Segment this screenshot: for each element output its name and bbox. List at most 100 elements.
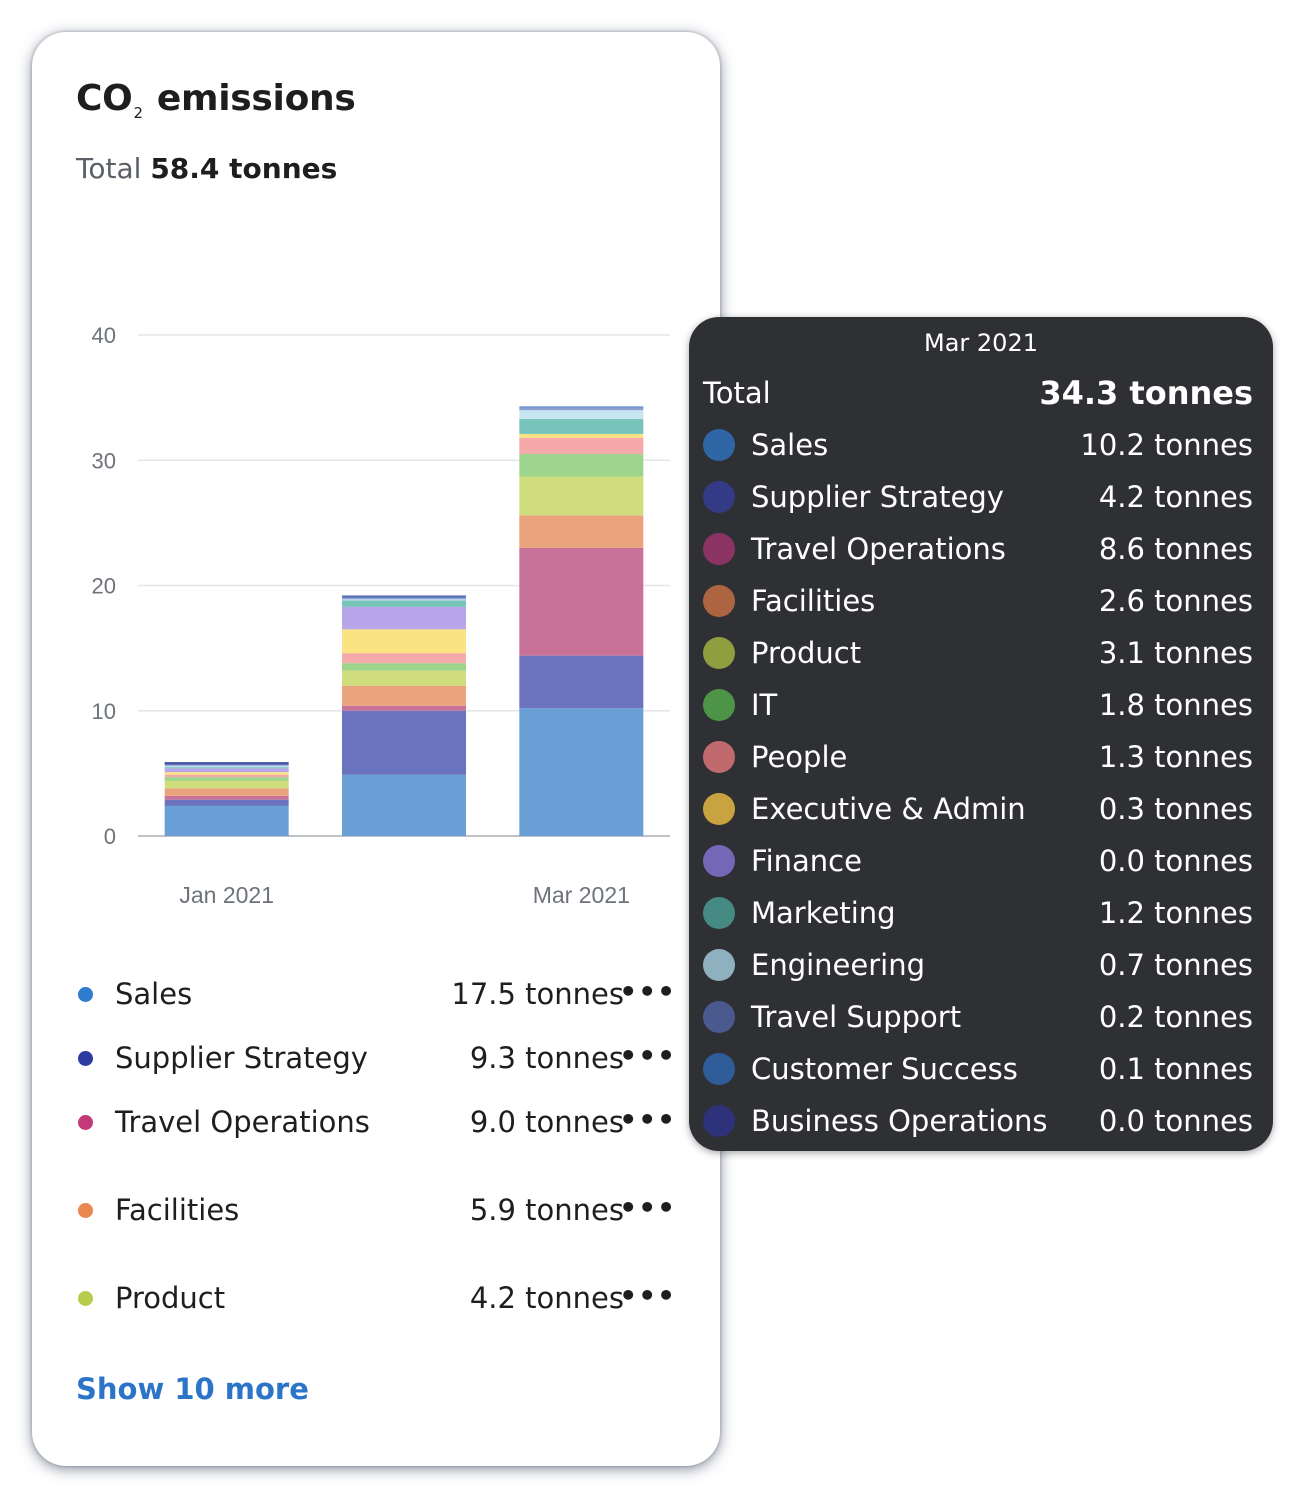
tooltip-color-dot — [703, 793, 735, 825]
legend-color-dot — [78, 1115, 93, 1130]
tooltip-row-value: 4.2 tonnes — [1098, 480, 1253, 514]
stacked-bar-chart: 0 10 20 30 40 Jan 2021 Mar 2021 — [92, 323, 670, 908]
bar-segment[interactable] — [164, 764, 289, 766]
tooltip-color-dot — [703, 1053, 735, 1085]
tooltip-row: Finance 0.0 tonnes — [703, 839, 1253, 883]
bars-layer — [164, 406, 644, 836]
legend-item[interactable]: Supplier Strategy 9.3 tonnes ••• — [76, 1036, 676, 1080]
labels-layer: 0 10 20 30 40 Jan 2021 Mar 2021 — [92, 323, 630, 908]
tooltip-row: Travel Support 0.2 tonnes — [703, 995, 1253, 1039]
y-tick-label: 30 — [92, 448, 116, 473]
bar-segment[interactable] — [164, 805, 289, 836]
tooltip-row-label: Product — [751, 636, 862, 670]
y-tick-label: 10 — [92, 699, 116, 724]
y-tick-label: 20 — [92, 574, 116, 599]
legend-item[interactable]: Travel Operations 9.0 tonnes ••• — [76, 1100, 676, 1144]
bar-segment[interactable] — [519, 655, 644, 709]
legend-value: 9.0 tonnes — [469, 1105, 624, 1139]
bar-segment[interactable] — [164, 788, 289, 796]
tooltip-row-value: 0.7 tonnes — [1098, 948, 1253, 982]
bar-segment[interactable] — [342, 710, 466, 775]
card-title: CO2 emissions — [76, 78, 356, 122]
tooltip-color-dot — [703, 1105, 735, 1137]
bar-segment[interactable] — [519, 418, 644, 434]
bar-segment[interactable] — [519, 406, 644, 408]
tooltip-row-label: Engineering — [751, 948, 925, 982]
bar-segment[interactable] — [164, 780, 289, 789]
legend-item[interactable]: Facilities 5.9 tonnes ••• — [76, 1188, 676, 1232]
bar-segment[interactable] — [519, 437, 644, 454]
tooltip-row-value: 0.2 tonnes — [1098, 1000, 1253, 1034]
bar-segment[interactable] — [342, 600, 466, 607]
tooltip-total-value: 34.3 tonnes — [1039, 374, 1253, 412]
bar-segment[interactable] — [164, 777, 289, 781]
bar-segment[interactable] — [164, 772, 289, 775]
tooltip-row-value: 1.8 tonnes — [1098, 688, 1253, 722]
more-options-icon[interactable]: ••• — [619, 1279, 676, 1312]
tooltip-row: IT 1.8 tonnes — [703, 683, 1253, 727]
bar-segment[interactable] — [519, 433, 644, 438]
tooltip-color-dot — [703, 845, 735, 877]
bar-segment[interactable] — [519, 407, 644, 411]
bar-segment[interactable] — [342, 595, 466, 597]
bar-segment[interactable] — [342, 598, 466, 600]
bar-segment[interactable] — [519, 453, 644, 477]
title-subscript: 2 — [133, 104, 143, 122]
tooltip-row: Marketing 1.2 tonnes — [703, 891, 1253, 935]
bar-segment[interactable] — [164, 768, 289, 773]
tooltip-row: Engineering 0.7 tonnes — [703, 943, 1253, 987]
bar-segment[interactable] — [164, 795, 289, 800]
tooltip-row-value: 0.3 tonnes — [1098, 792, 1253, 826]
bar-segment[interactable] — [164, 774, 289, 778]
tooltip-color-dot — [703, 741, 735, 773]
tooltip-row: Travel Operations 8.6 tonnes — [703, 527, 1253, 571]
bar-segment[interactable] — [164, 765, 289, 768]
title-co: CO — [76, 78, 133, 119]
bar-segment[interactable] — [342, 599, 466, 601]
tooltip-row-label: Marketing — [751, 896, 896, 930]
tooltip-row-label: Travel Operations — [751, 532, 1006, 566]
tooltip-row-label: Travel Support — [751, 1000, 962, 1034]
show-more-link[interactable]: Show 10 more — [76, 1372, 309, 1406]
bar-segment[interactable] — [164, 762, 289, 765]
y-tick-label: 0 — [104, 824, 116, 849]
tooltip-total-row: Total 34.3 tonnes — [703, 371, 1253, 415]
bar-segment[interactable] — [342, 653, 466, 664]
more-options-icon[interactable]: ••• — [619, 1191, 676, 1224]
tooltip-row-value: 10.2 tonnes — [1080, 428, 1253, 462]
total-value: 58.4 tonnes — [150, 152, 338, 185]
bar-segment[interactable] — [519, 476, 644, 516]
bar-segment[interactable] — [342, 774, 466, 836]
x-tick-label: Jan 2021 — [179, 882, 274, 908]
bar-segment[interactable] — [164, 767, 289, 769]
more-options-icon[interactable]: ••• — [619, 975, 676, 1008]
more-options-icon[interactable]: ••• — [619, 1103, 676, 1136]
legend-color-dot — [78, 1291, 93, 1306]
more-options-icon[interactable]: ••• — [619, 1039, 676, 1072]
bar-segment[interactable] — [519, 547, 644, 656]
bar-segment[interactable] — [519, 708, 644, 836]
emissions-card: CO2 emissions Total 58.4 tonnes 0 10 20 30 4… — [32, 32, 720, 1466]
tooltip-row-value: 3.1 tonnes — [1098, 636, 1253, 670]
tooltip-row-label: Supplier Strategy — [751, 480, 1004, 514]
legend-item[interactable]: Sales 17.5 tonnes ••• — [76, 972, 676, 1016]
legend-label: Facilities — [115, 1193, 240, 1227]
legend-value: 5.9 tonnes — [469, 1193, 624, 1227]
bar-segment[interactable] — [342, 606, 466, 630]
bar-segment[interactable] — [342, 670, 466, 686]
bar-segment[interactable] — [342, 629, 466, 654]
bar-segment[interactable] — [342, 596, 466, 599]
bar-segment[interactable] — [342, 685, 466, 706]
bar-segment[interactable] — [342, 663, 466, 671]
total-summary: Total 58.4 tonnes — [76, 152, 337, 185]
tooltip-row: Executive & Admin 0.3 tonnes — [703, 787, 1253, 831]
legend-item[interactable]: Product 4.2 tonnes ••• — [76, 1276, 676, 1320]
tooltip-row-label: Sales — [751, 428, 829, 462]
tooltip-color-dot — [703, 637, 735, 669]
legend-value: 4.2 tonnes — [469, 1281, 624, 1315]
bar-segment[interactable] — [519, 410, 644, 419]
tooltip-row-value: 0.0 tonnes — [1098, 844, 1253, 878]
bar-segment[interactable] — [164, 799, 289, 806]
bar-segment[interactable] — [519, 515, 644, 548]
bar-segment[interactable] — [342, 705, 466, 711]
